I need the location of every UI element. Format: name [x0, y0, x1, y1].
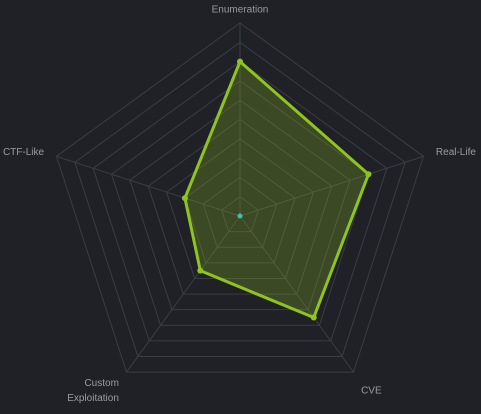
spoke [56, 155, 241, 217]
grid-ring [221, 196, 259, 233]
grid-ring [165, 138, 315, 279]
grid-ring [92, 60, 388, 342]
grid-ring [184, 157, 296, 264]
grid-ring [147, 118, 333, 295]
spoke [239, 215, 354, 373]
grid-ring [202, 176, 278, 248]
grid-ring [110, 80, 370, 326]
axis-label: Custom Exploitation [67, 378, 119, 404]
center-dot [237, 213, 243, 219]
data-point [310, 314, 317, 321]
axis-label-line: Custom [84, 378, 118, 389]
grid-ring [55, 22, 425, 373]
data-point [237, 58, 243, 65]
axis-label-line: Exploitation [67, 393, 119, 404]
axis-label: Real-Life [436, 147, 476, 158]
data-area [183, 60, 370, 319]
axis-label: Enumeration [212, 5, 269, 16]
spoke [239, 155, 424, 217]
data-point [181, 195, 188, 202]
data-point [197, 267, 204, 274]
spoke [126, 215, 241, 373]
grid-ring [74, 41, 406, 358]
axis-label: CTF-Like [3, 147, 45, 158]
data-point [365, 171, 372, 178]
grid-ring [129, 99, 351, 311]
axis-label: CVE [361, 385, 382, 396]
